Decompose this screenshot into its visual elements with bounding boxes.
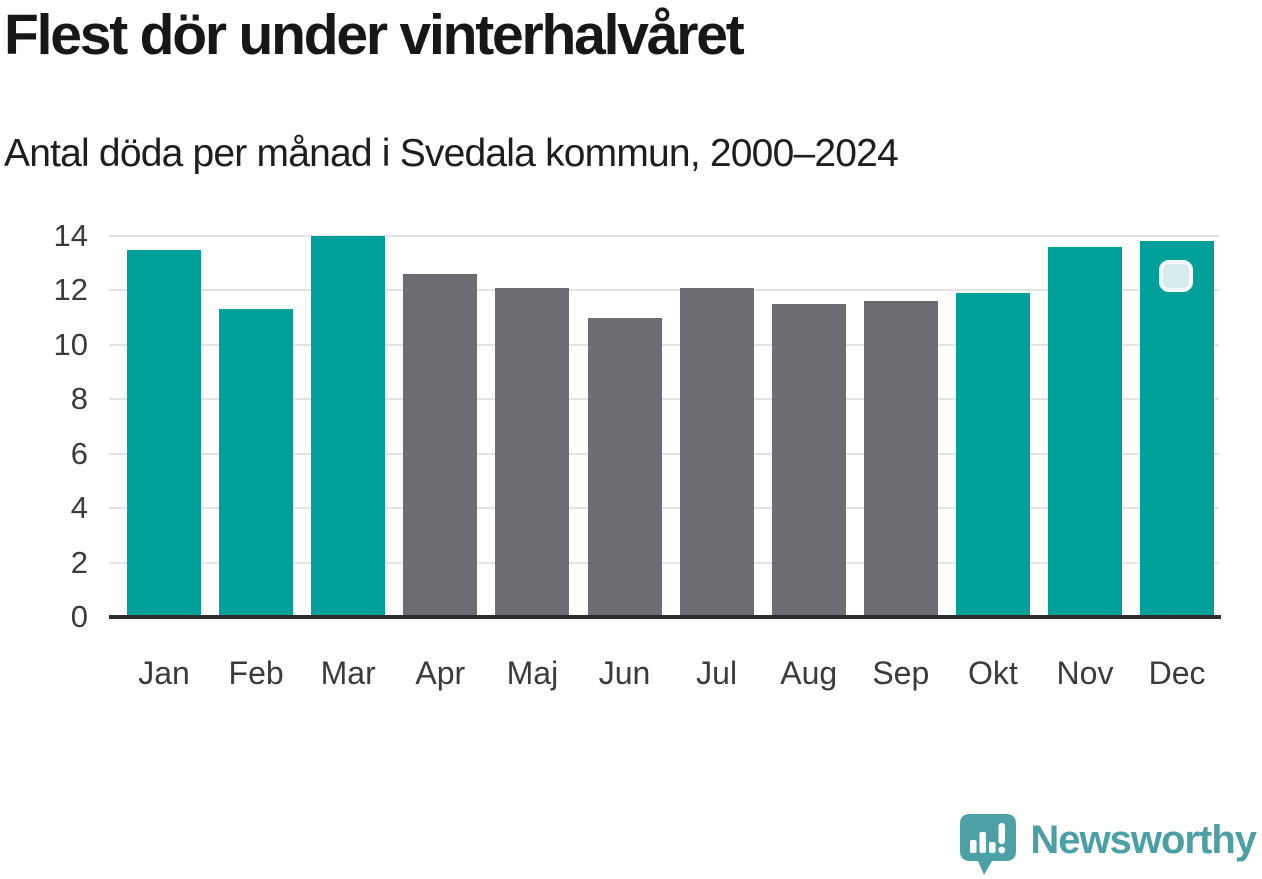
bar-apr [403,274,478,617]
bar-sep [863,301,938,617]
gridline-8 [109,398,1219,401]
bar-aug [771,304,846,617]
x-axis-line [109,615,1221,619]
y-tick-label-12: 12 [53,272,88,308]
chart-subtitle: Antal döda per månad i Svedala kommun, 2… [4,132,899,175]
y-tick-label-8: 8 [70,381,88,417]
x-tick-label-mar: Mar [320,655,376,691]
chart-title: Flest dör under vinterhalvåret [4,3,745,67]
gridline-12 [109,289,1219,292]
x-tick-label-nov: Nov [1056,655,1114,691]
x-tick-label-maj: Maj [506,655,559,691]
bar-jan [127,249,201,617]
x-tick-label-jun: Jun [598,655,651,691]
bar-maj [495,287,570,617]
bar-jun [587,317,662,617]
newsworthy-logo-icon [960,813,1017,875]
x-tick-label-dec: Dec [1148,655,1206,691]
gridline-14 [109,235,1219,237]
gridline-10 [109,343,1219,346]
x-tick-label-apr: Apr [415,655,466,691]
x-tick-label-jan: Jan [138,655,190,691]
y-tick-label-2: 2 [70,544,88,580]
bar-jul [679,287,754,617]
x-tick-label-okt: Okt [968,655,1018,691]
x-tick-label-jul: Jul [696,655,738,691]
gridline-2 [109,561,1219,564]
y-tick-label-6: 6 [70,435,88,471]
newsworthy-wordmark: Newsworthy [1030,818,1257,862]
selection-marker [1159,260,1193,292]
gridline-6 [109,452,1219,455]
bar-okt [955,293,1030,617]
y-tick-label-14: 14 [53,218,88,253]
y-tick-label-0: 0 [70,599,88,634]
bar-feb [219,309,294,617]
y-axis: 0 2 4 6 8 10 12 14 [24,218,88,634]
x-tick-label-aug: Aug [780,655,838,691]
gridline-4 [109,507,1219,510]
bar-dec [1140,241,1215,617]
bar-nov [1048,246,1122,617]
brand-footer: Newsworthy [959,811,1257,875]
y-tick-label-4: 4 [70,490,88,526]
x-tick-label-sep: Sep [872,655,930,691]
y-tick-label-10: 10 [53,326,88,362]
x-tick-label-feb: Feb [228,655,284,691]
plot-area [109,235,1221,619]
bar-mar [311,236,386,617]
